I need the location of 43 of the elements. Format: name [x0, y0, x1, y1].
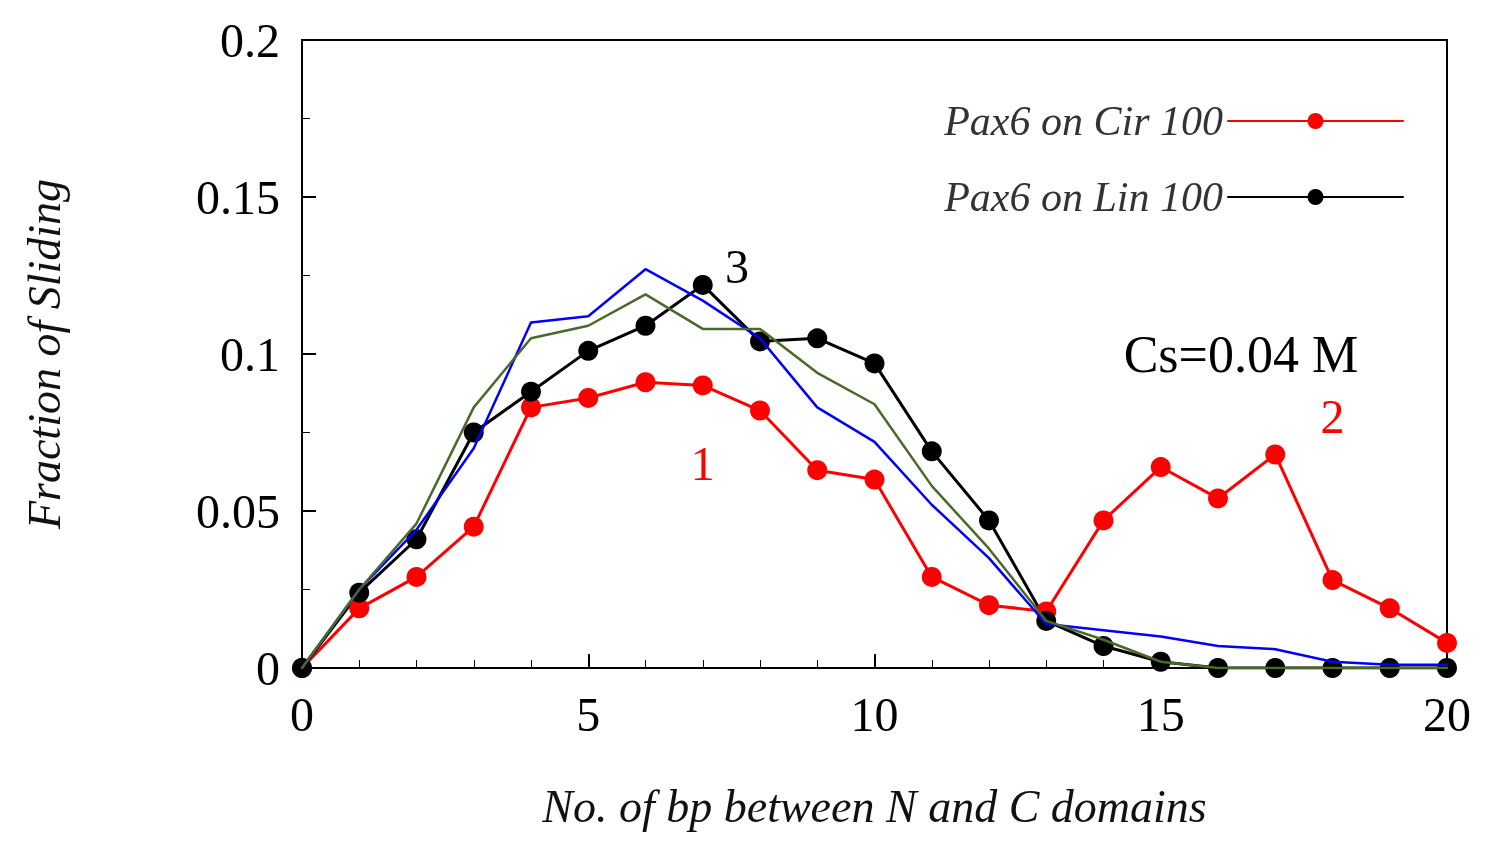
x-tick-label: 15 — [1136, 687, 1185, 741]
point — [807, 460, 828, 481]
annotation: 1 — [690, 437, 715, 491]
y-axis-title: Fraction of Sliding — [18, 178, 70, 531]
legend-label: Pax6 on Cir 100 — [943, 98, 1223, 144]
x-tick-label: 10 — [850, 687, 899, 741]
point — [692, 375, 713, 396]
y-tick-label: 0 — [256, 641, 280, 695]
point — [864, 469, 885, 490]
x-tick-label: 5 — [576, 687, 601, 741]
x-axis-title: No. of bp between N and C domains — [541, 780, 1207, 832]
y-tick-label: 0.05 — [196, 484, 280, 538]
point — [1265, 444, 1286, 465]
point — [521, 381, 541, 402]
point — [692, 274, 713, 295]
point — [635, 315, 656, 336]
annotation: Cs=0.04 M — [1123, 325, 1359, 383]
annotation: 3 — [725, 239, 750, 293]
x-tick-label: 0 — [290, 687, 314, 741]
point — [1379, 598, 1400, 619]
point — [635, 372, 656, 393]
point — [807, 328, 828, 349]
point — [1093, 510, 1114, 531]
point — [463, 516, 484, 537]
legend-label: Pax6 on Lin 100 — [943, 174, 1223, 220]
x-tick-label: 20 — [1423, 687, 1471, 741]
point — [1437, 632, 1457, 653]
point — [921, 566, 942, 587]
point — [864, 353, 885, 374]
point — [979, 510, 999, 531]
point — [979, 595, 999, 616]
point — [1208, 488, 1228, 509]
point — [1150, 457, 1171, 478]
point — [750, 400, 770, 421]
y-tick-label: 0.1 — [220, 327, 280, 381]
point — [921, 441, 942, 462]
point — [578, 340, 599, 361]
point — [406, 566, 427, 587]
point — [1322, 570, 1343, 591]
y-tick-label: 0.15 — [196, 170, 280, 224]
y-tick-label: 0.2 — [220, 13, 280, 67]
annotation: 2 — [1320, 390, 1345, 444]
point — [578, 387, 599, 408]
